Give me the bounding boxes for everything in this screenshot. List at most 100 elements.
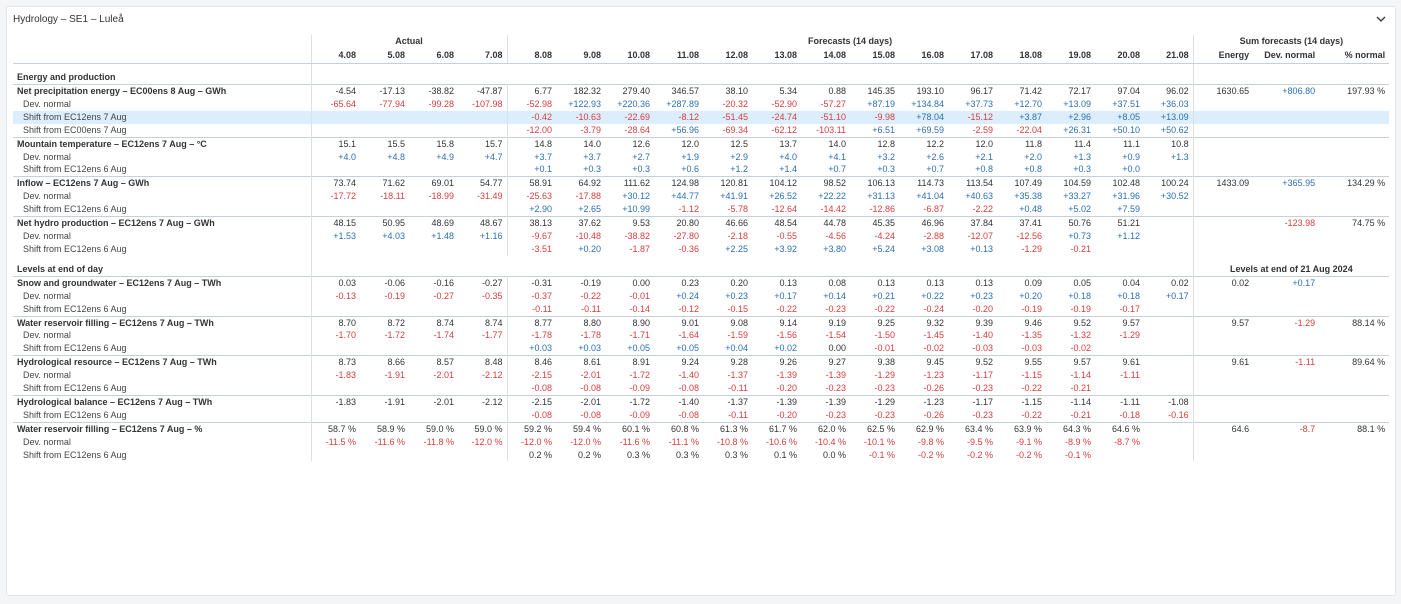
cell-value: -4.54	[311, 83, 360, 98]
cell-value	[409, 203, 458, 216]
cell-value: 0.23	[654, 275, 704, 290]
sum-value	[1193, 394, 1254, 409]
table-row: Hydrological balance – EC12ens 7 Aug – T…	[13, 394, 1390, 409]
cell-value: -1.39	[752, 394, 802, 409]
cell-value: 0.05	[1046, 275, 1096, 290]
cell-value: 13.7	[752, 136, 802, 151]
cell-value: +1.3	[1144, 150, 1194, 164]
cell-value	[1144, 342, 1194, 356]
cell-value: -0.11	[581, 303, 602, 314]
date-header: 10.08	[605, 48, 655, 64]
cell-value: 59.0 %	[409, 421, 458, 436]
cell-value	[409, 124, 458, 137]
date-header: 16.08	[899, 48, 949, 64]
cell-value: +0.18	[1117, 290, 1141, 301]
cell-value: -52.98	[526, 98, 553, 109]
cell-value: +0.18	[1068, 290, 1092, 301]
cell-value	[1144, 355, 1194, 370]
cell-value: -52.90	[771, 98, 798, 109]
cell-value: 12.6	[605, 136, 655, 151]
cell-value: 59.4 %	[556, 421, 606, 436]
sum-value	[1193, 136, 1254, 151]
cell-value: -0.21	[1070, 383, 1092, 394]
cell-value	[458, 242, 508, 256]
cell-value: -10.6 %	[765, 436, 798, 447]
cell-value: -1.12	[678, 204, 700, 215]
cell-value: -0.03	[1021, 343, 1043, 354]
date-header: 9.08	[556, 48, 606, 64]
cell-value: 50.76	[1046, 216, 1096, 230]
table-row: Shift from EC12ens 6 Aug -3.51 +0.20 -1.87 -…	[13, 242, 1389, 256]
sum-value	[1319, 151, 1389, 164]
cell-value: -0.01	[629, 290, 651, 301]
cell-value: -0.08	[580, 409, 602, 420]
group-sum: Sum forecasts (14 days)	[1239, 36, 1344, 47]
table-row: Shift from EC12ens 6 Aug -0.08 -0.08 -0.09 -…	[13, 382, 1389, 396]
cell-value: -62.12	[771, 124, 798, 135]
section-row: Levels at end of day Levels at end of 21 …	[13, 255, 1389, 277]
cell-value: 193.10	[899, 83, 949, 98]
cell-value: -0.19	[556, 275, 606, 290]
sum-value: 197.93 %	[1319, 83, 1390, 98]
sum-value	[1253, 124, 1319, 137]
cell-value: -4.56	[825, 230, 847, 241]
cell-value: +220.36	[617, 98, 651, 109]
cell-value: -0.17	[1119, 303, 1141, 314]
table-row: Dev. normal -0.13 -0.19 -0.27 -0.35 -0.37 -0.2…	[13, 289, 1389, 303]
cell-value: 9.52	[1046, 315, 1096, 330]
cell-value: +37.73	[965, 98, 994, 109]
cell-value: +0.24	[676, 290, 700, 301]
cell-value	[1144, 203, 1194, 217]
sum-value	[1319, 303, 1389, 316]
cell-value: 15.5	[360, 136, 409, 151]
cell-value: -0.19	[1070, 303, 1092, 314]
cell-value: -1.14	[1046, 394, 1096, 409]
cell-value: -1.23	[899, 394, 949, 409]
cell-value: +0.13	[970, 243, 994, 254]
cell-value: +78.04	[899, 110, 949, 124]
sum-value	[1319, 449, 1389, 462]
sum-value	[1193, 369, 1253, 382]
cell-value	[311, 243, 360, 256]
cell-value	[458, 342, 508, 356]
cell-value: +0.20	[578, 243, 602, 254]
cell-value: -2.12	[458, 394, 508, 409]
cell-value: 14.0	[556, 136, 606, 151]
cell-value: 0.04	[1095, 275, 1145, 290]
cell-value: -1.91	[360, 394, 409, 409]
cell-value: -5.78	[727, 204, 749, 215]
cell-value: +0.0	[1122, 164, 1141, 175]
cell-value: -0.23	[874, 409, 896, 420]
cell-value: 9.14	[752, 315, 802, 330]
cell-value: -2.01	[556, 394, 606, 409]
cell-value: +0.17	[1144, 289, 1194, 303]
cell-value: -14.42	[820, 204, 847, 215]
cell-value: -2.01	[409, 394, 458, 409]
cell-value: -38.82	[409, 83, 458, 98]
sum-value	[1253, 290, 1319, 303]
group-actual: Actual	[311, 35, 508, 48]
sum-value	[1319, 124, 1389, 137]
cell-value: +26.52	[769, 191, 798, 202]
cell-value	[311, 409, 360, 422]
cell-value: 100.24	[1144, 176, 1194, 191]
cell-value: 9.08	[703, 315, 753, 330]
cell-value: +3.80	[823, 243, 847, 254]
cell-value: +0.21	[872, 290, 896, 301]
sum-value	[1253, 151, 1319, 164]
cell-value: -0.2 %	[967, 449, 994, 460]
cell-value: -0.16	[409, 275, 458, 290]
row-label: Water reservoir filling – EC12ens 7 Aug …	[13, 315, 312, 330]
cell-value: -0.2 %	[918, 449, 945, 460]
cell-value: -0.36	[678, 243, 700, 254]
cell-value: 50.95	[360, 216, 409, 230]
cell-value: -1.56	[776, 330, 798, 341]
cell-value	[360, 124, 409, 137]
chevron-down-icon[interactable]	[1375, 13, 1387, 25]
row-label: Snow and groundwater – EC12ens 7 Aug – T…	[13, 275, 312, 290]
cell-value: -77.94	[379, 98, 405, 109]
cell-value: 62.5 %	[850, 421, 900, 436]
cell-value: -1.17	[948, 394, 998, 409]
section-right-title	[1193, 64, 1389, 85]
cell-value: +4.9	[436, 151, 454, 162]
